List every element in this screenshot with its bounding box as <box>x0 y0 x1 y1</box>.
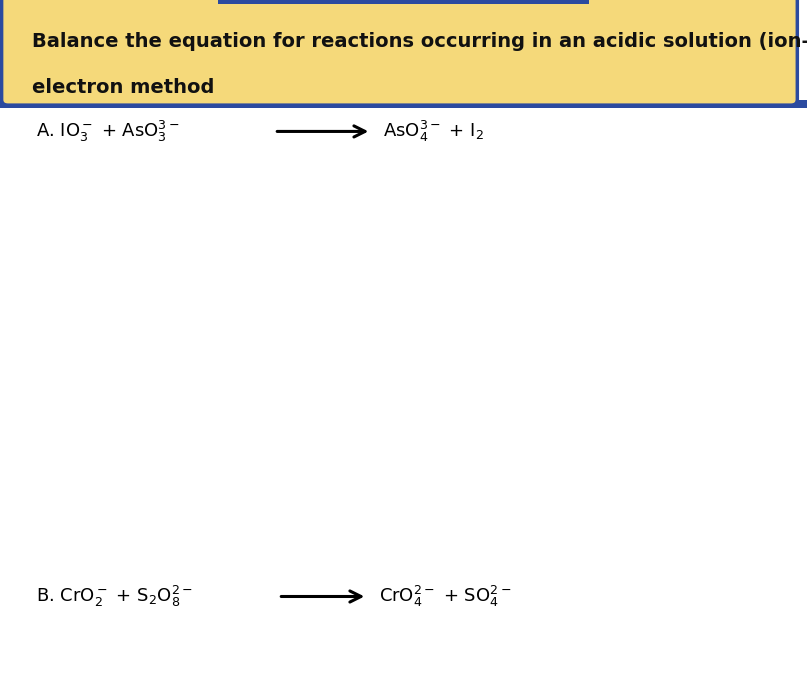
Text: electron method: electron method <box>32 78 215 97</box>
Text: A. IO$_3^-$ + AsO$_3^{3-}$: A. IO$_3^-$ + AsO$_3^{3-}$ <box>36 119 180 144</box>
Bar <box>218 0 589 4</box>
Text: B. CrO$_2^-$ + S$_2$O$_8^{2-}$: B. CrO$_2^-$ + S$_2$O$_8^{2-}$ <box>36 584 193 609</box>
Bar <box>0 100 807 108</box>
Text: CrO$_4^{2-}$ + SO$_4^{2-}$: CrO$_4^{2-}$ + SO$_4^{2-}$ <box>379 584 512 609</box>
Text: AsO$_4^{3-}$ + I$_2$: AsO$_4^{3-}$ + I$_2$ <box>383 119 484 144</box>
Text: Balance the equation for reactions occurring in an acidic solution (ion-: Balance the equation for reactions occur… <box>32 32 807 51</box>
FancyBboxPatch shape <box>2 0 797 105</box>
